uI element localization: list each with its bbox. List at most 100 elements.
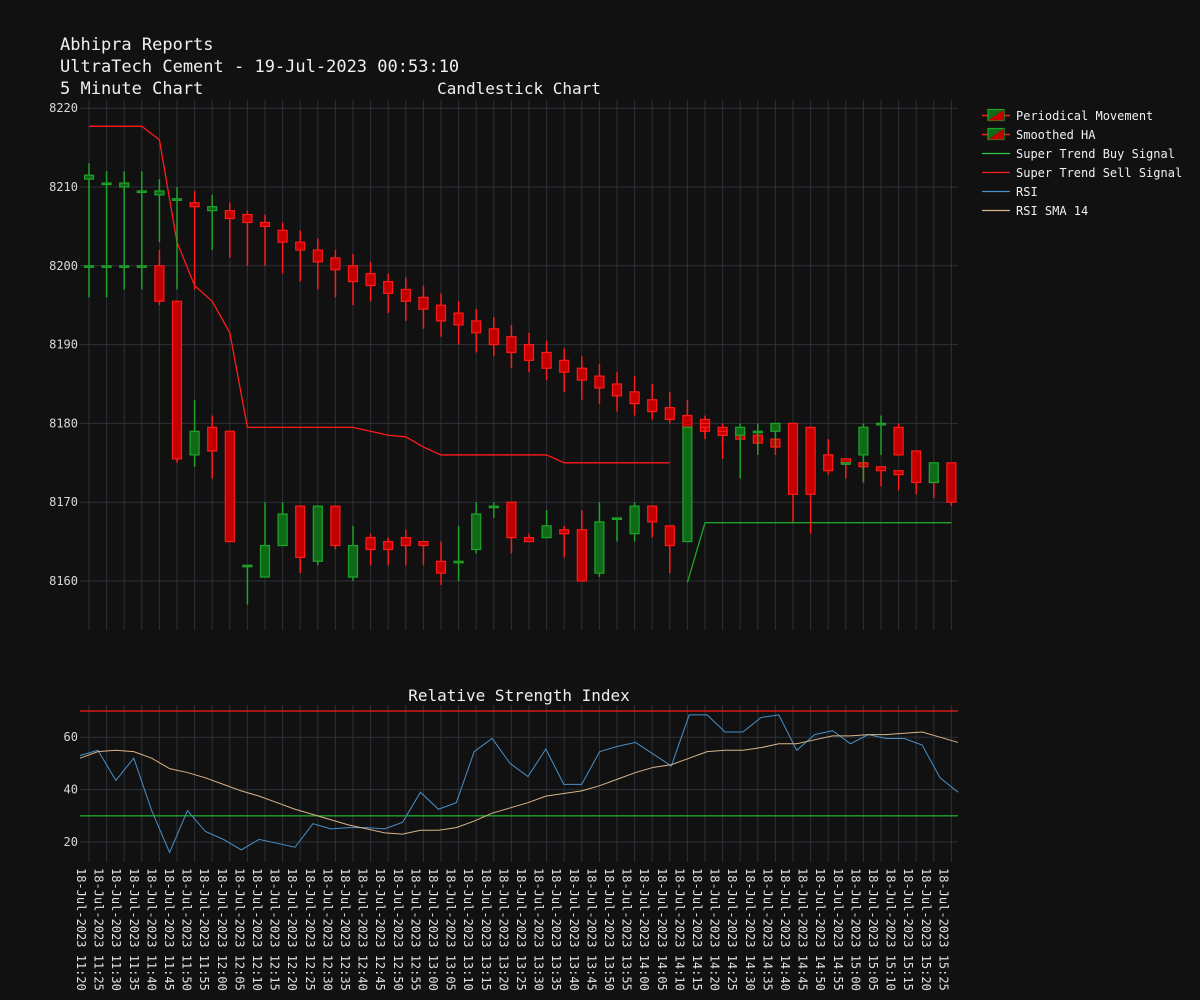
periodical-candle-body xyxy=(242,564,253,568)
periodical-candle-body xyxy=(400,537,411,547)
stock-title: UltraTech Cement - 19-Jul-2023 00:53:10 xyxy=(60,57,460,77)
periodical-candle-body xyxy=(453,560,464,564)
x-tick-label: 18-Jul-2023 11:30 xyxy=(109,868,123,991)
smoothed-ha-candle-body xyxy=(189,202,200,208)
periodical-candle-body xyxy=(611,517,623,521)
x-tick-label: 18-Jul-2023 14:45 xyxy=(796,868,810,991)
candle-y-tick: 8180 xyxy=(49,416,78,430)
periodical-candle-body xyxy=(699,422,711,428)
periodical-candle-body xyxy=(858,426,869,456)
x-tick-label: 18-Jul-2023 14:30 xyxy=(743,868,757,991)
periodical-candle-body xyxy=(717,430,728,436)
legend-item: RSI xyxy=(980,182,1182,201)
x-tick-label: 18-Jul-2023 14:25 xyxy=(725,868,739,991)
smoothed-ha-candle-body xyxy=(312,249,323,263)
smoothed-ha-candle-body xyxy=(541,351,552,369)
periodical-candle-body xyxy=(365,537,376,551)
smoothed-ha-candle-body xyxy=(893,470,904,476)
smoothed-ha-candle-body xyxy=(435,304,447,322)
smoothed-ha-candle-body xyxy=(418,296,429,310)
legend-label: RSI xyxy=(1016,184,1038,199)
smoothed-ha-candle-body xyxy=(171,198,183,201)
periodical-candle-body xyxy=(928,462,939,484)
smoothed-ha-candle-body xyxy=(259,221,271,228)
x-tick-label: 18-Jul-2023 13:50 xyxy=(602,868,616,991)
rsi-y-tick: 40 xyxy=(64,783,78,797)
x-tick-label: 18-Jul-2023 13:55 xyxy=(620,868,634,991)
periodical-candle-body xyxy=(136,265,147,268)
smoothed-ha-candle-body xyxy=(664,407,675,421)
smoothed-ha-candle-body xyxy=(576,367,587,381)
smoothed-ha-candle-body xyxy=(400,288,411,302)
legend-line-icon xyxy=(982,171,1010,174)
periodical-candle-body xyxy=(541,525,552,539)
periodical-candle-body xyxy=(224,430,235,543)
x-tick-label: 18-Jul-2023 15:20 xyxy=(919,868,933,991)
x-tick-label: 18-Jul-2023 12:45 xyxy=(373,868,387,991)
x-tick-label: 18-Jul-2023 14:35 xyxy=(760,868,774,991)
x-tick-label: 18-Jul-2023 13:05 xyxy=(444,868,458,991)
x-tick-label: 18-Jul-2023 11:20 xyxy=(74,868,88,991)
periodical-candle-body xyxy=(347,544,359,578)
periodical-candle-body xyxy=(471,513,482,551)
periodical-candle-body xyxy=(295,505,306,558)
smoothed-ha-candle-body xyxy=(453,312,464,326)
candlestick-chart-title: Candlestick Chart xyxy=(437,79,601,98)
smoothed-ha-candle-body xyxy=(83,174,95,180)
x-tick-label: 18-Jul-2023 15:15 xyxy=(901,868,915,991)
smoothed-ha-candle-body xyxy=(383,280,394,294)
legend-candle-icon xyxy=(982,108,1010,122)
legend-line-icon xyxy=(982,190,1010,193)
smoothed-ha-candle-body xyxy=(875,466,887,472)
smoothed-ha-candle-body xyxy=(101,182,112,186)
interval-title: 5 Minute Chart xyxy=(60,79,204,99)
x-tick-label: 18-Jul-2023 14:55 xyxy=(831,868,845,991)
candle-y-tick: 8160 xyxy=(49,574,78,588)
smoothed-ha-candle-body xyxy=(295,241,306,251)
x-tick-label: 18-Jul-2023 12:25 xyxy=(303,868,317,991)
x-tick-label: 18-Jul-2023 14:20 xyxy=(708,868,722,991)
smoothed-ha-candle-body xyxy=(594,375,605,389)
smoothed-ha-candle-body xyxy=(224,210,235,220)
x-tick-label: 18-Jul-2023 14:05 xyxy=(655,868,669,991)
x-tick-label: 18-Jul-2023 13:30 xyxy=(532,868,546,991)
periodical-candle-body xyxy=(682,426,693,543)
x-tick-label: 18-Jul-2023 13:20 xyxy=(496,868,510,991)
x-tick-label: 18-Jul-2023 14:50 xyxy=(813,868,827,991)
smoothed-ha-candle-body xyxy=(647,399,658,413)
periodical-candle-body xyxy=(101,265,112,268)
periodical-candle-body xyxy=(207,426,218,452)
periodical-candle-body xyxy=(594,521,605,574)
periodical-candle-body xyxy=(787,422,799,495)
x-tick-label: 18-Jul-2023 13:35 xyxy=(549,868,563,991)
periodical-candle-body xyxy=(312,505,323,562)
smoothed-ha-candle-body xyxy=(523,344,535,361)
smoothed-ha-candle-body xyxy=(471,320,482,334)
candle-y-tick: 8210 xyxy=(49,180,78,194)
candle-y-tick: 8190 xyxy=(49,338,78,352)
x-tick-label: 18-Jul-2023 15:25 xyxy=(936,868,950,991)
chart-legend: Periodical Movement Smoothed HA Super Tren… xyxy=(980,106,1182,220)
legend-label: Super Trend Sell Signal xyxy=(1016,165,1183,180)
periodical-candle-body xyxy=(576,529,587,582)
x-tick-label: 18-Jul-2023 11:40 xyxy=(144,868,158,991)
periodical-candle-body xyxy=(647,505,658,523)
smoothed-ha-candle-body xyxy=(488,328,499,346)
x-tick-label: 18-Jul-2023 12:05 xyxy=(232,868,246,991)
x-tick-label: 18-Jul-2023 13:00 xyxy=(426,868,440,991)
legend-label: Periodical Movement xyxy=(1016,108,1154,123)
periodical-candle-body xyxy=(770,422,781,432)
periodical-candle-body xyxy=(559,529,570,535)
periodical-candle-body xyxy=(840,462,851,465)
super-trend-buy-line xyxy=(686,522,952,583)
x-tick-label: 18-Jul-2023 11:55 xyxy=(197,868,211,991)
x-tick-label: 18-Jul-2023 11:25 xyxy=(92,868,106,991)
candle-y-tick: 8170 xyxy=(49,495,78,509)
smoothed-ha-candle-body xyxy=(347,265,359,283)
smoothed-ha-candle-body xyxy=(277,229,288,243)
legend-item: RSI SMA 14 xyxy=(980,201,1182,220)
legend-label: RSI SMA 14 xyxy=(1016,203,1089,218)
smoothed-ha-candle-body xyxy=(136,190,147,194)
legend-label: Super Trend Buy Signal xyxy=(1016,146,1175,161)
report-title: Abhipra Reports xyxy=(60,35,214,55)
